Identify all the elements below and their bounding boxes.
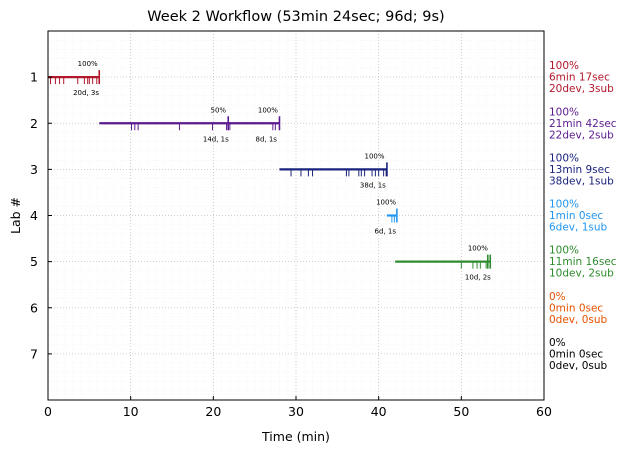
- major-grid: [48, 31, 544, 400]
- lab-1-annotation: 100%: [78, 60, 98, 68]
- x-tick-label: 20: [205, 404, 221, 419]
- lab-2-summary-line: 100%: [549, 106, 579, 118]
- lab-1-summary-line: 100%: [549, 60, 579, 72]
- x-tick-label: 40: [371, 404, 387, 419]
- lab-1-summary-line: 6min 17sec: [549, 72, 610, 84]
- lab-2-annotation: 14d, 1s: [203, 135, 229, 143]
- chart-title: Week 2 Workflow (53min 24sec; 96d; 9s): [147, 9, 444, 25]
- lab-6-summary-line: 0%: [549, 291, 566, 303]
- lab-5-summary-line: 10dev, 2sub: [549, 268, 614, 280]
- data-marks: 100% 20d, 3s 50% 100% 14d, 1s 8d, 1s 100% 38d, …: [48, 60, 491, 282]
- lab-5-summary-line: 11min 16sec: [549, 256, 617, 268]
- x-axis-label: Time (min): [261, 429, 330, 444]
- x-axis-ticks: 0 10 20 30 40 50 60: [44, 396, 552, 419]
- y-axis-ticks: 1 2 3 4 5 6 7: [30, 70, 52, 361]
- lab-5-annotation: 100%: [468, 245, 488, 253]
- lab-6-summary-line: 0dev, 0sub: [549, 314, 608, 326]
- minor-grid: [48, 31, 544, 400]
- y-tick-label: 5: [30, 254, 38, 269]
- lab-1-annotation: 20d, 3s: [73, 89, 99, 97]
- y-tick-label: 3: [30, 162, 38, 177]
- lab-3-summary-line: 38dev, 1sub: [549, 175, 614, 187]
- lab-4-summary-line: 1min 0sec: [549, 210, 603, 222]
- y-tick-label: 1: [30, 70, 38, 85]
- lab-5-summary-line: 100%: [549, 245, 579, 257]
- lab-3-annotation: 38d, 1s: [360, 181, 386, 189]
- lab-2-summary-line: 22dev, 2sub: [549, 129, 614, 141]
- lab-2-summary-line: 21min 42sec: [549, 118, 617, 130]
- y-tick-label: 7: [30, 346, 38, 361]
- x-tick-label: 0: [44, 404, 52, 419]
- x-tick-label: 60: [536, 404, 552, 419]
- y-axis-label: Lab #: [8, 197, 23, 234]
- lab-2-annotation: 50%: [211, 106, 227, 114]
- lab-3-annotation: 100%: [365, 152, 385, 160]
- x-tick-label: 50: [453, 404, 469, 419]
- lab-2-annotation: 100%: [258, 106, 278, 114]
- lab-4-summary-line: 6dev, 1sub: [549, 222, 608, 234]
- lab-7-summary-line: 0min 0sec: [549, 348, 603, 360]
- plot-frame: [47, 30, 545, 401]
- y-tick-label: 4: [30, 208, 38, 223]
- y-tick-label: 6: [30, 300, 38, 315]
- x-tick-label: 10: [123, 404, 139, 419]
- lab-2-annotation: 8d, 1s: [256, 135, 278, 143]
- lab-4-summary-line: 100%: [549, 199, 579, 211]
- lab-3-summary-line: 13min 9sec: [549, 164, 610, 176]
- lab-7-summary-line: 0dev, 0sub: [549, 360, 608, 372]
- x-tick-label: 30: [288, 404, 304, 419]
- lab-4-annotation: 6d, 1s: [375, 228, 397, 236]
- lab-3-summary-line: 100%: [549, 152, 579, 164]
- lab-6-summary-line: 0min 0sec: [549, 302, 603, 314]
- lab-5-annotation: 10d, 2s: [465, 274, 491, 282]
- lab-1-summary-line: 20dev, 3sub: [549, 83, 614, 95]
- y-tick-label: 2: [30, 116, 38, 131]
- lab-7-summary-line: 0%: [549, 337, 566, 349]
- lab-4-annotation: 100%: [376, 199, 396, 207]
